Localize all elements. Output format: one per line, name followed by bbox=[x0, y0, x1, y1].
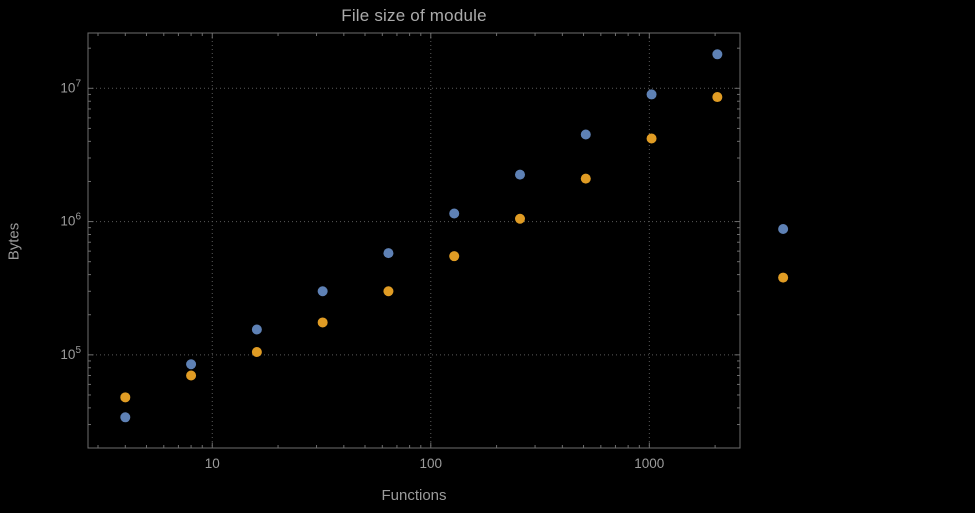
x-tick-label: 100 bbox=[420, 456, 443, 471]
data-point-module-size-series-2 bbox=[251, 347, 262, 358]
data-point-module-size-series-1 bbox=[120, 412, 131, 423]
y-tick-label: 106 bbox=[60, 212, 81, 229]
data-point-module-size-series-2 bbox=[515, 213, 526, 224]
data-point-module-size-series-1 bbox=[383, 248, 394, 259]
data-point-module-size-series-1 bbox=[449, 208, 460, 219]
x-tick-label: 1000 bbox=[634, 456, 664, 471]
x-axis-label: Functions bbox=[381, 487, 447, 504]
chart-title: File size of module bbox=[341, 6, 487, 25]
data-point-module-size-series-1 bbox=[515, 169, 526, 180]
data-point-module-size-series-1 bbox=[712, 49, 723, 60]
data-point-module-size-series-2 bbox=[449, 251, 460, 262]
x-tick-label: 10 bbox=[205, 456, 220, 471]
data-point-module-size-series-1 bbox=[580, 129, 591, 140]
y-tick-label: 107 bbox=[60, 78, 81, 95]
data-point-module-size-series-2 bbox=[383, 286, 394, 297]
plot-frame bbox=[87, 32, 741, 449]
data-point-module-size-series-1 bbox=[646, 89, 657, 100]
data-point-module-size-series-1 bbox=[186, 359, 197, 370]
y-tick-label: 105 bbox=[60, 345, 81, 362]
data-point-module-size-series-2 bbox=[580, 173, 591, 184]
data-point-module-size-series-2 bbox=[646, 133, 657, 144]
data-point-module-size-series-1 bbox=[251, 324, 262, 335]
data-point-module-size-series-2 bbox=[778, 272, 789, 283]
data-point-module-size-series-2 bbox=[712, 92, 723, 103]
data-point-module-size-series-2 bbox=[317, 317, 328, 328]
data-point-module-size-series-1 bbox=[778, 223, 789, 234]
data-point-module-size-series-1 bbox=[317, 286, 328, 297]
data-point-module-size-series-2 bbox=[120, 392, 131, 403]
y-axis-label: Bytes bbox=[5, 222, 23, 261]
data-point-module-size-series-2 bbox=[186, 370, 197, 381]
